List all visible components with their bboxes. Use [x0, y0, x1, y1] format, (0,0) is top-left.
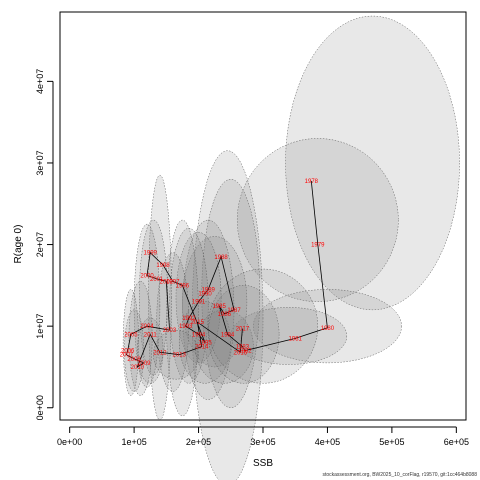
point-label: 2009 [137, 361, 151, 367]
x-tick-label: 2e+05 [186, 437, 211, 447]
x-tick-label: 3e+05 [250, 437, 275, 447]
point-label: 2012 [153, 350, 167, 356]
y-tick-label: 0e+00 [35, 395, 45, 420]
point-label: 1987 [227, 308, 241, 314]
point-labels: 1978197919801981198219831984198519861987… [120, 179, 335, 371]
footer-credit: stockassessment.org, BW2025_10_corFlag, … [322, 472, 477, 478]
point-label: 2013 [173, 353, 187, 359]
point-label: 2017 [236, 327, 250, 333]
point-label: 2003 [163, 328, 177, 334]
y-tick-label: 1e+07 [35, 314, 45, 339]
point-label: 2006 [121, 349, 135, 355]
point-label: 2008 [127, 357, 141, 363]
point-label: 1981 [289, 336, 303, 342]
point-label: 1993 [179, 324, 193, 330]
trajectory-line [125, 180, 328, 368]
confidence-ellipse [285, 15, 460, 311]
trajectory-polyline [125, 180, 328, 368]
point-label: 2011 [144, 332, 158, 338]
point-label: 1998 [156, 263, 170, 269]
confidence-ellipse [122, 289, 139, 396]
point-label: 1983 [236, 345, 250, 351]
point-label: 1992 [182, 316, 196, 322]
point-label: 1982 [238, 349, 252, 355]
x-tick-label: 1e+05 [121, 437, 146, 447]
point-label: 1986 [218, 312, 232, 318]
x-tick-label: 4e+05 [315, 437, 340, 447]
confidence-ellipses [122, 15, 460, 480]
confidence-ellipse [236, 138, 399, 302]
point-label: 2015 [191, 320, 205, 326]
point-label: 2016 [234, 350, 248, 356]
point-label: 1999 [144, 251, 158, 257]
point-label: 2010 [131, 365, 145, 371]
point-label: 1991 [192, 300, 206, 306]
confidence-ellipse [207, 285, 280, 384]
confidence-ellipse [191, 150, 264, 480]
y-axis-label: R(age 0) [13, 225, 24, 264]
point-label: 2004 [140, 324, 154, 330]
confidence-ellipse [175, 232, 222, 364]
x-axis: 0e+00 1e+05 2e+05 3e+05 4e+05 5e+05 6e+05 [57, 426, 469, 447]
point-label: 1990 [198, 292, 212, 298]
plot-frame [59, 11, 467, 421]
confidence-ellipse [207, 268, 319, 384]
x-axis-label: SSB [253, 458, 273, 469]
point-label: 2005 [124, 332, 138, 338]
y-tick-label: 3e+07 [35, 150, 45, 175]
point-label: 1980 [321, 326, 335, 332]
point-label: 1989 [202, 287, 216, 293]
confidence-ellipse [166, 219, 199, 417]
y-tick-label: 4e+07 [35, 69, 45, 94]
point-label: 1985 [212, 304, 226, 310]
confidence-ellipse [195, 309, 254, 384]
point-label: 1995 [198, 340, 212, 346]
y-axis: 0e+00 1e+07 2e+07 3e+07 4e+07 [35, 69, 54, 420]
point-label: 1996 [176, 283, 190, 289]
point-label: 1997 [166, 279, 180, 285]
point-label: 2001 [150, 277, 164, 283]
point-label: 2007 [120, 353, 134, 359]
point-label: 1978 [305, 179, 319, 185]
x-tick-label: 6e+05 [444, 437, 469, 447]
point-label: 1979 [311, 243, 325, 249]
point-label: 2014 [195, 345, 209, 351]
y-tick-label: 2e+07 [35, 232, 45, 257]
point-label: 1994 [192, 332, 206, 338]
point-label: 2002 [160, 279, 174, 285]
x-tick-label: 5e+05 [379, 437, 404, 447]
point-label: 1984 [221, 332, 235, 338]
confidence-ellipse [133, 223, 161, 388]
point-label: 1988 [214, 255, 228, 261]
x-tick-label: 0e+00 [57, 437, 82, 447]
point-label: 2000 [140, 274, 154, 280]
confidence-ellipse [153, 329, 199, 380]
